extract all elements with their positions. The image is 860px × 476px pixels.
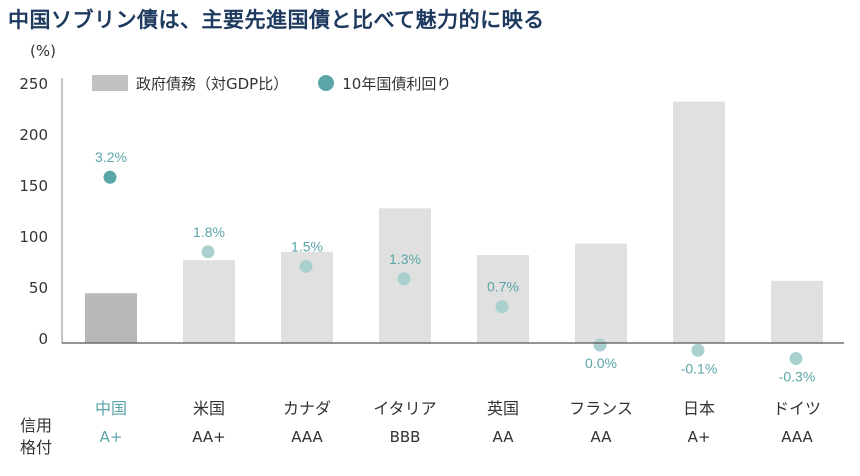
category-label-4: 英国	[486, 399, 519, 418]
yield-dot-6	[691, 343, 705, 357]
yield-dot-3	[397, 272, 411, 286]
rating-label-line1: 信用	[20, 416, 53, 435]
bar-6	[673, 101, 725, 343]
y-tick-label: 150	[19, 177, 48, 195]
legend-bar-swatch	[92, 75, 128, 91]
y-tick-label: 100	[19, 228, 48, 246]
y-tick-label: 50	[28, 279, 48, 297]
category-label-7: ドイツ	[772, 399, 821, 418]
rating-value-5: AA	[590, 428, 612, 446]
y-tick-label: 0	[38, 330, 48, 348]
rating-value-0: A+	[99, 428, 123, 446]
yield-dot-1	[201, 245, 215, 259]
yield-dot-4	[495, 300, 509, 314]
bar-5	[575, 243, 627, 343]
yield-label-3: 1.3%	[389, 251, 421, 267]
legend-dot-swatch	[318, 75, 335, 91]
yield-label-1: 1.8%	[193, 224, 225, 240]
y-tick-label: 200	[19, 126, 48, 144]
y-axis-unit: (%)	[30, 42, 56, 60]
legend-dot-label: 10年国債利回り	[342, 74, 452, 93]
yield-dot-7	[789, 352, 803, 366]
category-label-6: 日本	[682, 399, 715, 418]
yield-dot-2	[299, 259, 313, 273]
bar-7	[771, 280, 823, 343]
rating-value-1: AA+	[192, 428, 226, 446]
rating-value-2: AAA	[291, 428, 323, 446]
category-label-0: 中国	[94, 399, 127, 418]
yield-label-7: -0.3%	[779, 369, 816, 385]
rating-row-label: 信用 格付	[20, 415, 52, 459]
yield-label-2: 1.5%	[291, 238, 323, 254]
rating-value-4: AA	[492, 428, 514, 446]
yield-label-4: 0.7%	[487, 279, 519, 295]
category-label-3: イタリア	[373, 399, 437, 418]
bar-4	[477, 254, 529, 343]
category-label-1: 米国	[192, 399, 225, 418]
yield-dot-5	[593, 338, 607, 352]
category-label-5: フランス	[569, 399, 633, 418]
yield-label-0: 3.2%	[95, 149, 127, 165]
rating-value-6: A+	[687, 428, 711, 446]
rating-value-7: AAA	[781, 428, 813, 446]
legend-bar-label: 政府債務（対GDP比）	[136, 74, 289, 93]
rating-value-3: BBB	[389, 428, 421, 446]
category-label-2: カナダ	[282, 399, 331, 418]
yield-dot-0	[103, 170, 117, 184]
legend: 政府債務（対GDP比） 10年国債利回り	[92, 72, 451, 94]
y-tick-label: 250	[19, 75, 48, 93]
rating-label-line2: 格付	[20, 438, 53, 457]
bar-1	[183, 260, 235, 343]
bar-0	[85, 293, 137, 343]
yield-label-5: 0.0%	[585, 355, 617, 371]
chart-title: 中国ソブリン債は、主要先進国債と比べて魅力的に映る	[8, 8, 545, 32]
yield-label-6: -0.1%	[681, 360, 718, 376]
